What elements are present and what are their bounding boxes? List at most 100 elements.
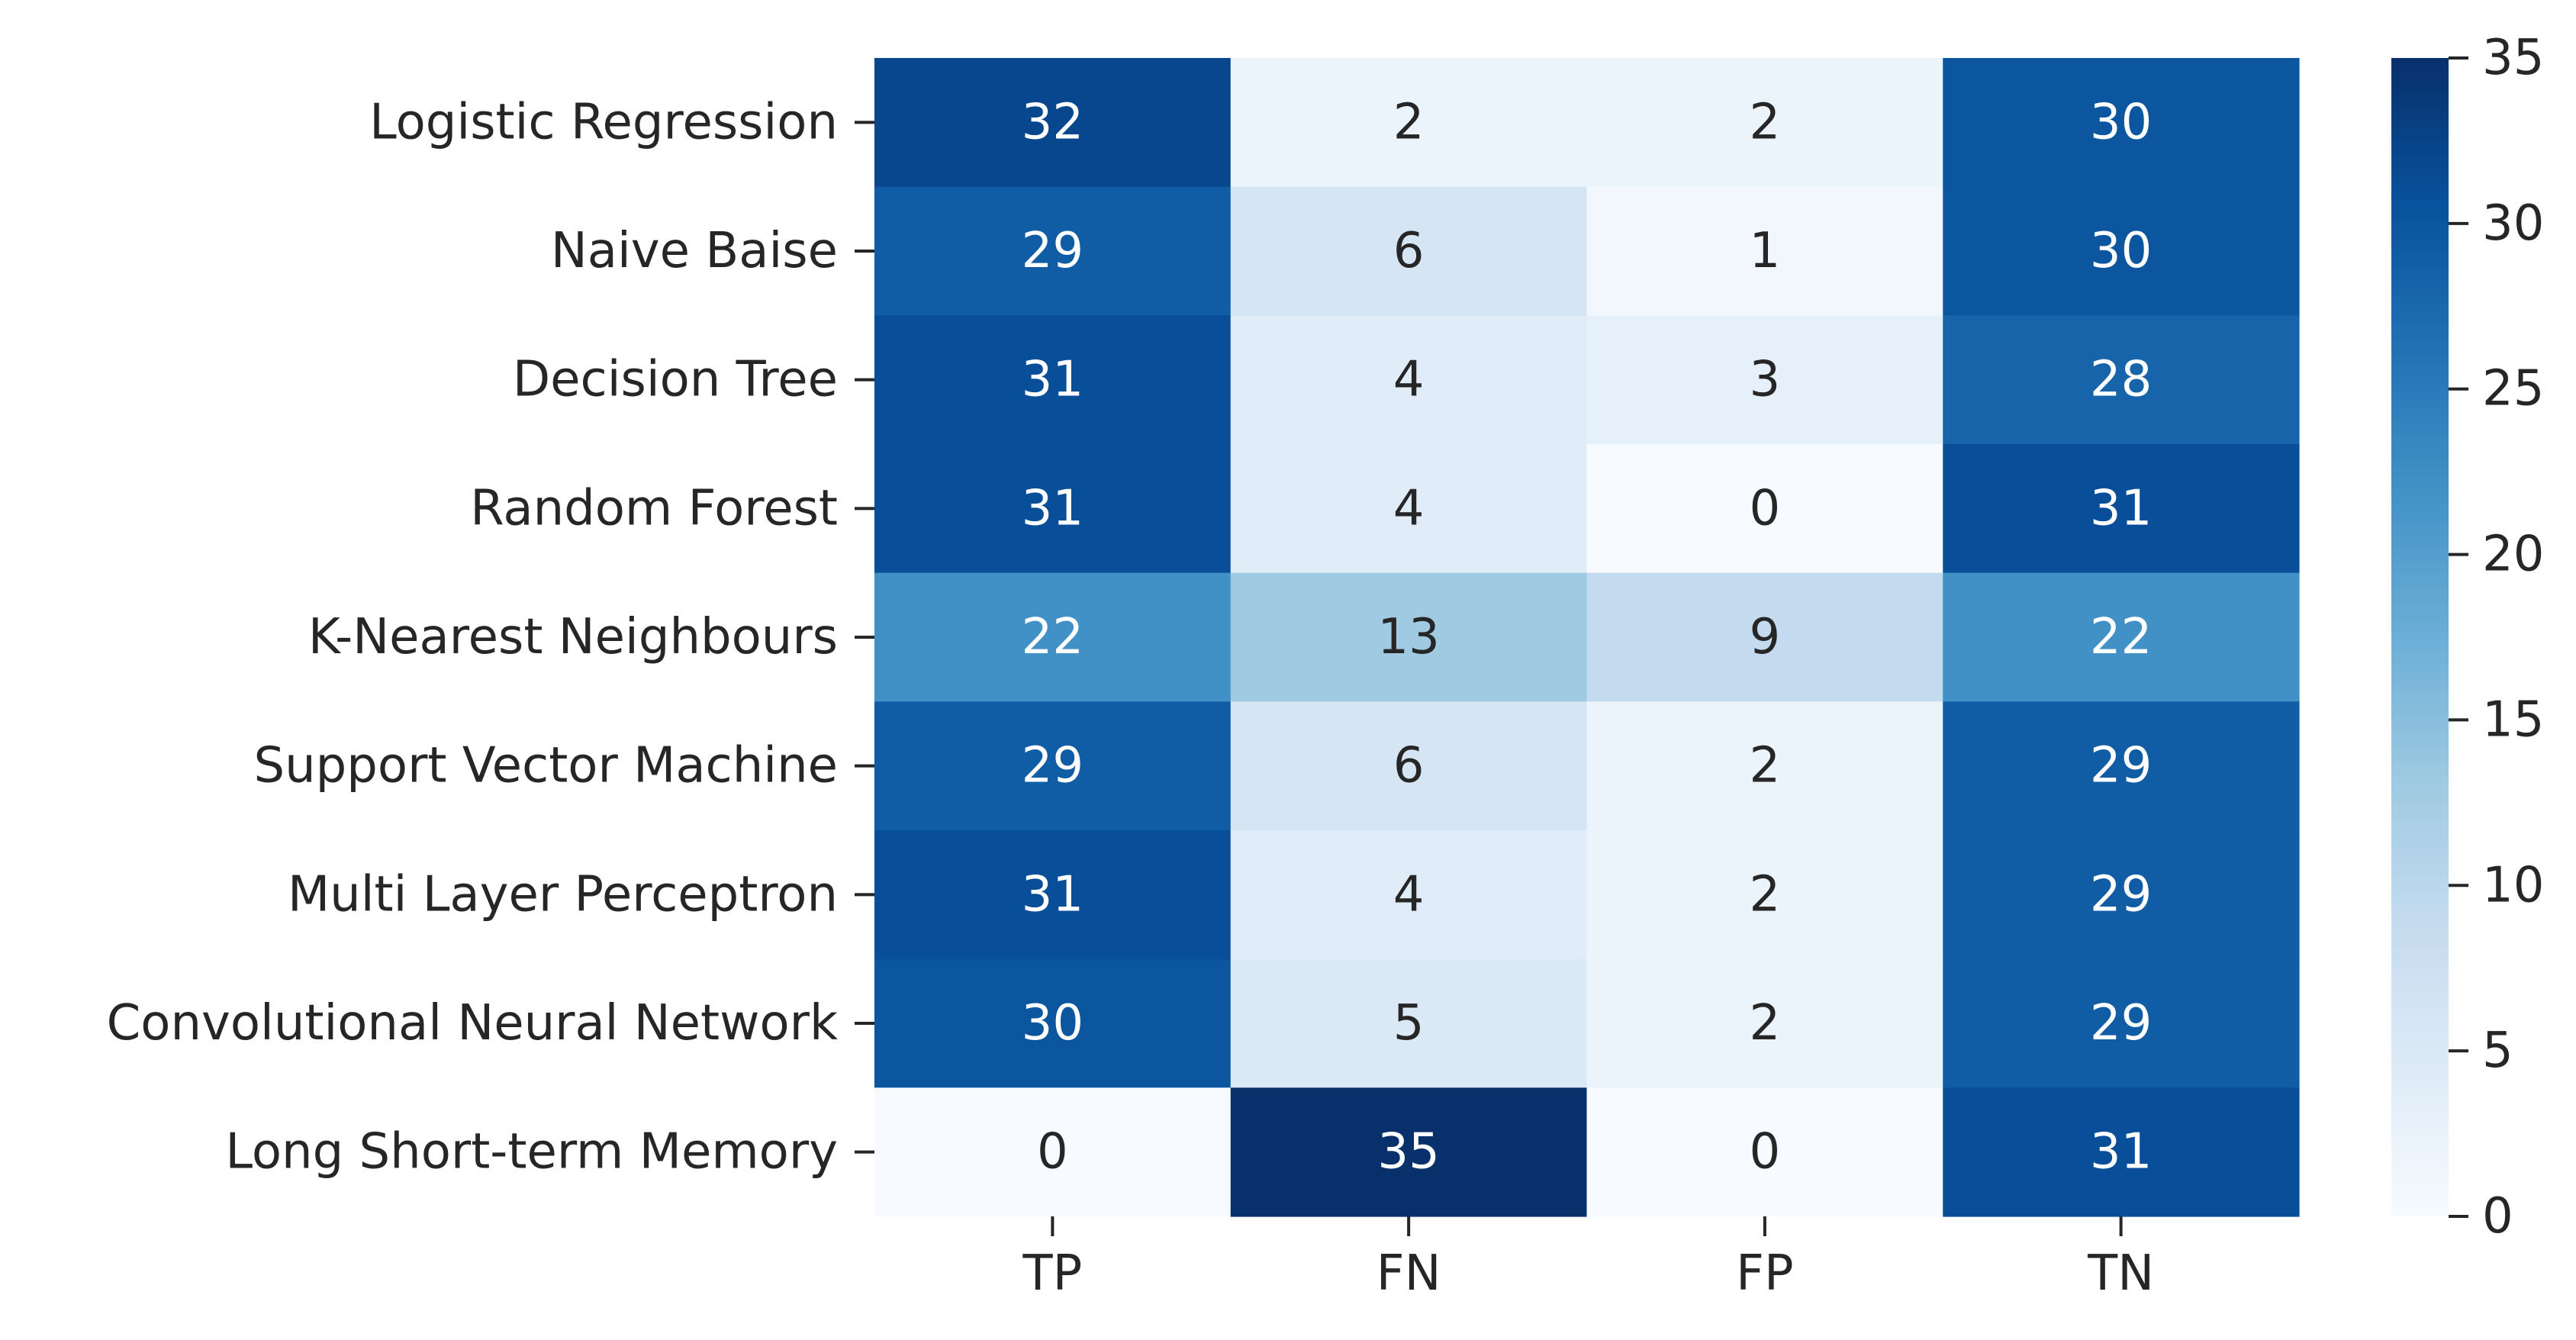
heatmap-cell — [874, 830, 1232, 960]
cell-value-label: 29 — [2090, 995, 2152, 1052]
colorbar-tick-label: 15 — [2482, 691, 2544, 748]
cell-value-label: 29 — [1022, 738, 1084, 794]
y-tick-label: Multi Layer Perceptron — [288, 866, 838, 923]
heatmap-cell — [1586, 958, 1943, 1088]
colorbar: 0 5 10 15 20 25 30 35 — [2391, 30, 2544, 1245]
heatmap-cell — [1586, 830, 1943, 960]
heatmap-cell — [1230, 830, 1588, 960]
cell-value-label: 29 — [2090, 866, 2152, 923]
heatmap-cell — [874, 315, 1232, 445]
x-tick-label: FP — [1736, 1245, 1793, 1302]
y-axis: Logistic Regression Naive Baise Decision T… — [107, 94, 874, 1181]
colorbar-tick-label: 25 — [2482, 361, 2544, 417]
heatmap-cells — [874, 58, 2300, 1217]
cell-value-label: 0 — [1750, 480, 1781, 536]
cell-value-label: 22 — [1022, 609, 1084, 665]
cell-value-label: 2 — [1750, 738, 1781, 794]
cell-value-label: 30 — [2090, 94, 2152, 150]
heatmap-cell — [874, 958, 1232, 1088]
cell-value-label: 2 — [1393, 94, 1425, 150]
cell-value-label: 3 — [1750, 352, 1781, 408]
cell-value-label: 29 — [2090, 738, 2152, 794]
colorbar-bar — [2391, 58, 2449, 1216]
y-tick-label: Long Short-term Memory — [225, 1124, 838, 1181]
heatmap-cell — [1230, 701, 1588, 831]
y-tick-label: Logistic Regression — [369, 94, 838, 150]
x-tick-label: TP — [1022, 1245, 1083, 1302]
cell-value-label: 9 — [1750, 609, 1781, 665]
cell-value-label: 28 — [2090, 352, 2152, 408]
heatmap-cell — [1230, 315, 1588, 445]
cell-value-label: 22 — [2090, 609, 2152, 665]
heatmap-cell — [1943, 315, 2300, 445]
heatmap-cell — [1230, 1087, 1588, 1217]
heatmap-cell — [1230, 958, 1588, 1088]
heatmap-cell — [1586, 58, 1943, 188]
cell-value-label: 2 — [1750, 866, 1781, 923]
cell-value-label: 2 — [1750, 94, 1781, 150]
heatmap-cell — [874, 572, 1232, 702]
heatmap-cell — [1943, 444, 2300, 574]
heatmap-cell — [1230, 186, 1588, 316]
cell-value-label: 4 — [1393, 480, 1425, 536]
heatmap-cell — [874, 701, 1232, 831]
colorbar-tick-label: 20 — [2482, 527, 2544, 583]
heatmap-cell — [1586, 315, 1943, 445]
cell-value-label: 31 — [1022, 480, 1084, 536]
colorbar-tick-label: 35 — [2482, 30, 2544, 86]
heatmap-cell — [1943, 58, 2300, 188]
x-tick-label: FN — [1377, 1245, 1441, 1302]
heatmap-cell — [874, 186, 1232, 316]
cell-value-label: 6 — [1393, 223, 1425, 279]
heatmap-cell — [1586, 701, 1943, 831]
colorbar-tick-label: 0 — [2482, 1188, 2513, 1245]
y-tick-label: Decision Tree — [513, 352, 838, 408]
cell-value-label: 4 — [1393, 866, 1425, 923]
heatmap-cell — [1943, 830, 2300, 960]
y-tick-label: Support Vector Machine — [253, 738, 838, 794]
cell-value-label: 29 — [1022, 223, 1084, 279]
y-tick-label: Random Forest — [470, 480, 838, 536]
heatmap-cell — [1586, 444, 1943, 574]
heatmap-cell — [1943, 1087, 2300, 1217]
y-tick-label: Convolutional Neural Network — [107, 995, 838, 1052]
cell-value-label: 31 — [1022, 352, 1084, 408]
heatmap-cell — [1943, 701, 2300, 831]
heatmap-cell — [874, 1087, 1232, 1217]
heatmap-cell — [1230, 444, 1588, 574]
colorbar-tick-label: 30 — [2482, 195, 2544, 252]
heatmap-cell — [1943, 958, 2300, 1088]
cell-value-label: 30 — [1022, 995, 1084, 1052]
heatmap-cell — [1586, 1087, 1943, 1217]
y-tick-label: K-Nearest Neighbours — [308, 609, 838, 665]
heatmap-cell — [1230, 572, 1588, 702]
cell-value-label: 30 — [2090, 223, 2152, 279]
y-tick-label: Naive Baise — [551, 223, 838, 279]
heatmap-cell — [874, 58, 1232, 188]
colorbar-tick-label: 5 — [2482, 1023, 2513, 1079]
heatmap-cell — [874, 444, 1232, 574]
cell-value-label: 31 — [2090, 480, 2152, 536]
heatmap-cell — [1586, 186, 1943, 316]
cell-value-label: 0 — [1750, 1124, 1781, 1181]
colorbar-tick-label: 10 — [2482, 857, 2544, 913]
x-tick-label: TN — [2087, 1245, 2154, 1302]
cell-value-label: 1 — [1750, 223, 1781, 279]
cell-value-label: 2 — [1750, 995, 1781, 1052]
x-axis: TP FN FP TN — [1022, 1216, 2154, 1302]
cell-value-label: 31 — [1022, 866, 1084, 923]
heatmap-cell — [1943, 572, 2300, 702]
cell-value-label: 5 — [1393, 995, 1425, 1052]
cell-value-label: 0 — [1037, 1124, 1068, 1181]
cell-value-label: 35 — [1377, 1124, 1439, 1181]
cell-value-label: 31 — [2090, 1124, 2152, 1181]
heatmap-cell — [1230, 58, 1588, 188]
heatmap-cell — [1586, 572, 1943, 702]
cell-value-label: 13 — [1377, 609, 1439, 665]
cell-value-label: 32 — [1022, 94, 1084, 150]
cell-value-label: 4 — [1393, 352, 1425, 408]
heatmap-cell — [1943, 186, 2300, 316]
